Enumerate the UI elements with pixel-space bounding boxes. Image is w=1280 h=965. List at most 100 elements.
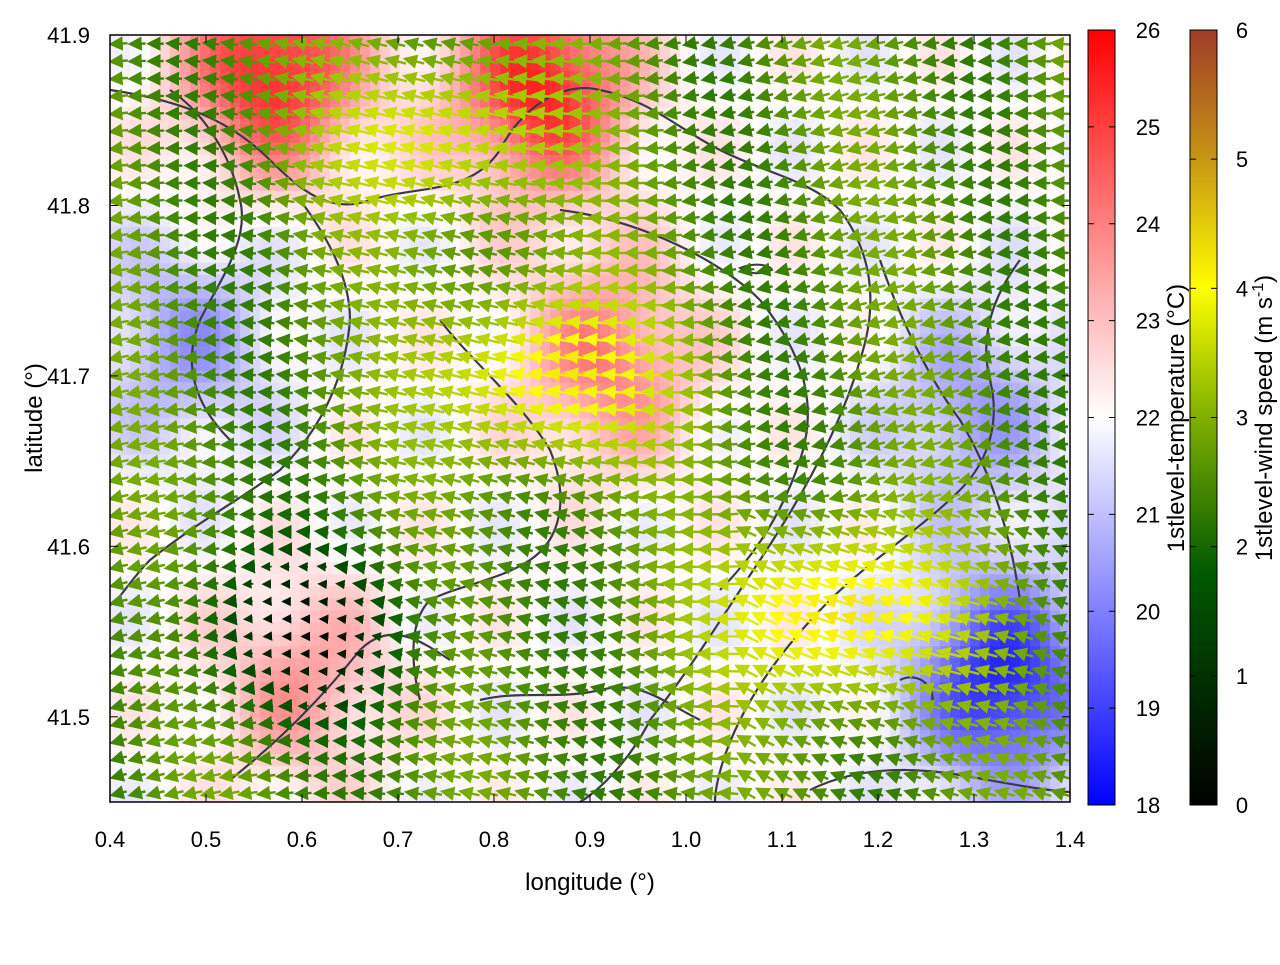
temperature-cell [810,166,821,180]
temperature-cell [1060,274,1070,288]
temperature-cell [340,418,351,432]
temperature-cell [850,514,861,527]
temperature-cell [1010,502,1021,515]
temperature-cell [780,358,791,372]
temperature-cell [140,178,151,192]
temperature-cell [1020,430,1031,444]
temperature-cell [350,166,361,180]
temperature-cell [150,46,161,60]
temperature-cell [790,202,801,216]
temperature-cell [190,46,201,60]
temperature-cell [750,82,761,96]
temperature-cell [580,394,591,408]
temperature-cell [780,430,791,444]
temperature-cell [390,202,401,216]
temperature-cell [940,262,951,276]
temperature-cell [440,358,451,372]
temperature-cell [560,418,571,432]
temperature-cell [810,214,821,228]
temperature-cell [320,550,331,563]
temperature-cell [410,394,421,408]
temperature-cell [940,130,951,144]
temperature-cell [470,538,481,551]
temperature-cell [970,154,981,168]
temperature-cell [310,358,321,372]
temperature-cell [470,214,481,228]
temperature-cell [1020,70,1031,84]
temperature-cell [430,202,441,216]
temperature-cell [1040,178,1051,192]
temperature-cell [510,490,521,503]
temperature-cell [110,550,121,563]
temperature-cell [1050,46,1061,60]
temperature-cell [730,550,741,563]
temperature-cell [270,382,281,396]
temperature-cell [560,250,571,264]
temperature-cell [150,178,161,192]
temperature-cell [550,35,561,48]
temperature-cell [1040,226,1051,240]
temperature-cell [1050,502,1061,515]
temperature-cell [880,238,891,252]
temperature-cell [230,478,241,491]
temperature-cell [640,82,651,96]
temperature-cell [810,70,821,84]
temperature-cell [970,142,981,156]
temperature-cell [230,58,241,72]
temperature-cell [620,82,631,96]
temperature-cell [210,35,221,48]
temperature-cell [210,394,221,408]
temperature-cell [950,250,961,264]
temperature-cell [970,250,981,264]
temperature-cell [690,466,701,480]
temperature-cell [320,598,331,611]
temperature-cell [670,466,681,480]
temperature-cell [700,598,711,611]
temperature-cell [120,358,131,372]
temperature-cell [130,46,141,60]
temperature-cell [810,358,821,372]
temperature-cell [430,430,441,444]
temperature-cell [1000,430,1011,444]
temperature-cell [250,454,261,468]
temperature-cell [840,286,851,300]
temperature-cell [120,250,131,264]
temperature-cell [530,46,541,60]
temperature-cell [130,658,141,671]
temperature-cell [610,586,621,599]
temperature-cell [560,274,571,288]
temperature-cell [1060,502,1070,515]
temperature-cell [290,574,301,587]
temperature-cell [190,610,201,623]
temperature-cell [620,46,631,60]
temperature-cell [530,358,541,372]
temperature-cell [990,622,1001,635]
temperature-cell [950,166,961,180]
temperature-cell [1020,130,1031,144]
temperature-cell [280,238,291,252]
temperature-cell [710,130,721,144]
temperature-cell [140,430,151,444]
temperature-cell [320,586,331,599]
temperature-cell [640,238,651,252]
temperature-cell [800,238,811,252]
temperature-cell [650,418,661,432]
temperature-cell [390,358,401,372]
temperature-cell [600,550,611,563]
temperature-cell [850,82,861,96]
temperature-cell [720,466,731,480]
temperature-cell [770,394,781,408]
temperature-cell [750,190,761,204]
temperature-cell [960,202,971,216]
temperature-cell [970,58,981,72]
temperature-cell [220,466,231,480]
temperature-cell [840,58,851,72]
temperature-cell [490,166,501,180]
temperature-cell [840,370,851,384]
temperature-cell [710,646,721,659]
temperature-cell [520,238,531,252]
temperature-cell [510,430,521,444]
temperature-cell [210,370,221,384]
temperature-cell [260,622,271,635]
temperature-cell [210,166,221,180]
